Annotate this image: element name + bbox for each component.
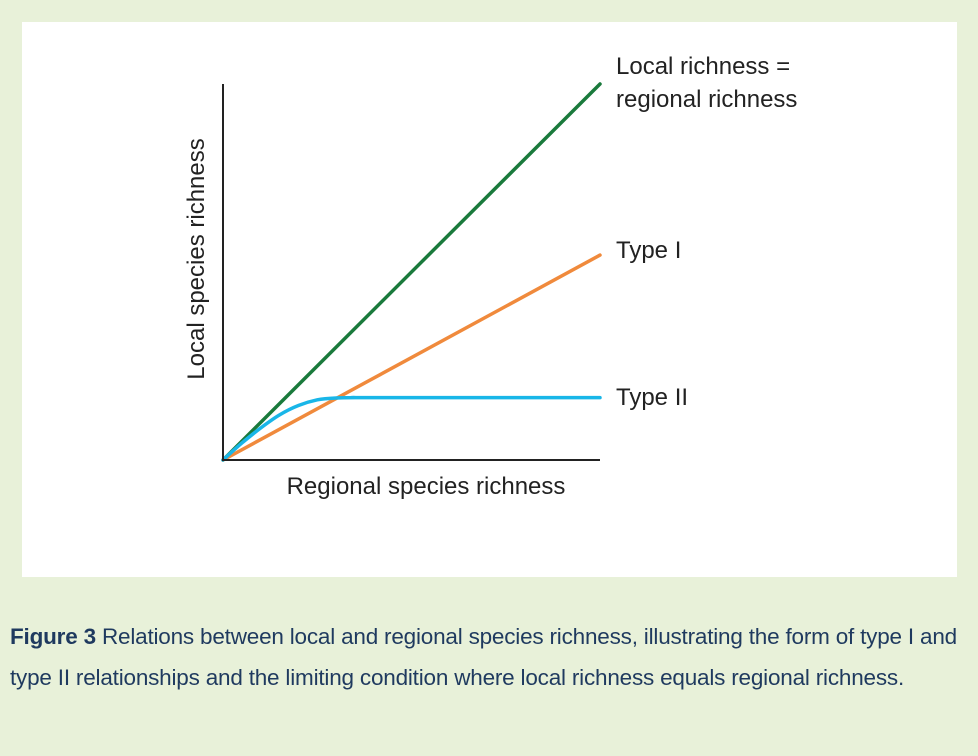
series-layer	[221, 82, 602, 462]
series-label-type-ii: Type II	[616, 384, 688, 411]
series-line-type-i	[221, 253, 602, 462]
caption-label: Figure 3	[10, 624, 96, 649]
series-label-local-richness-regional-richness: Local richness =	[616, 53, 790, 80]
y-axis-label: Local species richness	[183, 138, 210, 379]
series-label-type-i: Type I	[616, 237, 681, 264]
series-line-local-richness-regional-richness	[221, 82, 602, 462]
series-line-type-ii	[221, 395, 602, 462]
figure-panel	[22, 22, 957, 577]
series-label-local-richness-regional-richness-line2: regional richness	[616, 86, 797, 113]
chart: Regional species richness Local species …	[183, 53, 797, 500]
figure-caption: Figure 3 Relations between local and reg…	[10, 616, 968, 698]
series-labels: Local richness = regional richness Type I T…	[616, 53, 797, 411]
caption-text: Relations between local and regional spe…	[10, 624, 957, 690]
x-axis-label: Regional species richness	[287, 473, 566, 500]
